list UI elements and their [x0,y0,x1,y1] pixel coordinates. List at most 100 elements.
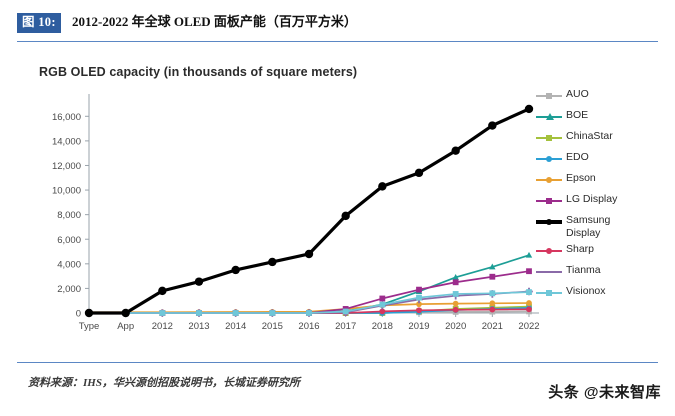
legend-color-swatch [536,152,562,166]
legend-item-tianma[interactable]: Tianma [536,264,658,280]
data-point-marker [416,294,422,301]
legend-color-swatch [536,265,562,279]
series-samsung-display [84,104,534,318]
legend-label: Sharp [566,243,595,255]
legend-item-boe[interactable]: BOE [536,109,658,125]
x-axis-tick-label: 2013 [188,321,209,332]
legend-item-samsung-display[interactable]: Samsung Display [536,214,658,242]
data-point-marker [416,301,422,308]
figure-number-badge: 图 10: [17,13,61,33]
chart-title: RGB OLED capacity (in thousands of squar… [39,65,358,79]
data-point-marker [268,257,277,267]
legend-label: Epson [566,172,596,184]
data-point-marker [379,295,386,302]
legend-color-swatch [536,110,562,124]
data-point-marker [158,286,167,296]
x-axis-tick-label: 2021 [482,321,503,332]
data-point-marker [525,251,533,258]
chart-legend: AUO BOE ChinaStar EDO Epson LG Display Samsung… [536,88,658,306]
source-note: 资料来源：IHS，华兴源创招股说明书，长城证券研究所 [28,377,300,389]
x-axis-tick-label: 2020 [445,321,466,332]
x-axis-tick-label: 2016 [298,321,319,332]
legend-color-swatch [536,194,562,208]
data-point-marker [379,301,386,308]
legend-item-epson[interactable]: Epson [536,172,658,188]
data-point-marker [524,104,534,114]
legend-color-swatch [536,244,562,258]
y-axis-tick-label: 12,000 [52,161,81,172]
x-axis-tick-label: 2017 [335,321,356,332]
legend-label: Visionox [566,285,606,297]
data-point-marker [342,308,349,315]
data-series-group [84,104,534,318]
chart-card: RGB OLED capacity (in thousands of squar… [17,48,658,355]
legend-color-swatch [536,131,562,145]
legend-label: Tianma [566,264,601,276]
data-point-marker [304,249,314,259]
figure-title: 2012-2022 年全球 OLED 面板产能（百万平方米） [72,14,357,29]
line-chart-svg: 0 2,000 4,000 6,000 8,000 10,000 12,000 14,000 1… [52,94,540,332]
data-point-marker [489,306,496,313]
data-point-marker [452,279,459,286]
series-line [87,107,531,315]
legend-item-sharp[interactable]: Sharp [536,243,658,259]
legend-item-auo[interactable]: AUO [536,88,658,104]
data-point-marker [232,310,239,316]
legend-label: Samsung Display [566,214,611,239]
data-point-marker [489,290,496,297]
data-point-marker [452,306,459,313]
watermark: 头条 @未来智库 [548,384,661,401]
data-point-marker [489,263,496,270]
legend-color-swatch [536,173,562,187]
data-point-marker [341,211,350,221]
x-axis-tick-label: App [117,321,134,332]
x-axis-tick-label: 2019 [408,321,429,332]
legend-item-lg-display[interactable]: LG Display [536,193,658,209]
series-visionox [86,289,532,316]
data-point-marker [452,300,459,307]
legend-color-swatch [536,286,562,300]
x-axis-tick-label: 2022 [518,321,539,332]
data-point-marker [451,146,460,155]
legend-label: ChinaStar [566,130,613,142]
y-axis-tick-label: 4,000 [57,259,81,270]
x-axis-tick-label: 2012 [152,321,173,332]
data-point-marker [526,300,532,306]
legend-item-chinastar[interactable]: ChinaStar [536,130,658,146]
data-point-marker [231,265,240,275]
y-axis-tick-label: 14,000 [52,136,81,147]
y-axis-tick-label: 10,000 [52,186,81,197]
y-axis-tick-label: 6,000 [57,235,81,246]
data-point-marker [306,310,312,316]
y-axis-tick-label: 2,000 [57,284,81,295]
header-divider [17,41,658,42]
legend-color-swatch [536,215,562,229]
data-point-marker [488,121,497,130]
data-point-marker [159,310,166,316]
data-point-marker [526,306,532,313]
x-axis-tick-label: 2015 [262,321,283,332]
legend-label: EDO [566,151,589,163]
legend-item-visionox[interactable]: Visionox [536,285,658,301]
x-axis-tick-label: 2014 [225,321,246,332]
data-point-marker [526,289,532,295]
legend-color-swatch [536,89,562,103]
data-point-marker [194,277,204,286]
data-point-marker [526,268,532,275]
figure-header: 图 10: 2012-2022 年全球 OLED 面板产能（百万平方米） [0,0,675,44]
y-axis-tick-label: 16,000 [52,112,81,123]
legend-label: AUO [566,88,589,100]
y-axis-tick-label: 0 [76,309,81,320]
data-point-marker [489,273,496,280]
footer-divider [17,362,658,363]
data-point-marker [121,308,130,318]
legend-item-edo[interactable]: EDO [536,151,658,167]
y-axis-tick-label: 8,000 [57,210,81,221]
data-point-marker [452,274,459,280]
legend-label: LG Display [566,193,618,205]
data-point-marker [378,182,387,191]
data-point-marker [489,300,496,307]
data-point-marker [414,168,424,178]
data-point-marker [416,307,422,314]
data-point-marker [84,308,94,318]
